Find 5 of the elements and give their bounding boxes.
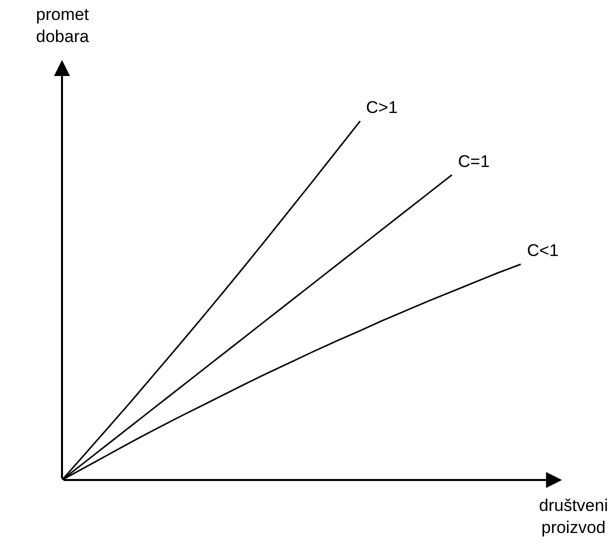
x-axis-title: društveni proizvod <box>539 496 608 538</box>
series-label: C<1 <box>527 241 559 260</box>
series-label: C>1 <box>366 98 398 117</box>
series-label: C=1 <box>458 152 490 171</box>
y-axis-title: promet dobara <box>36 5 90 46</box>
